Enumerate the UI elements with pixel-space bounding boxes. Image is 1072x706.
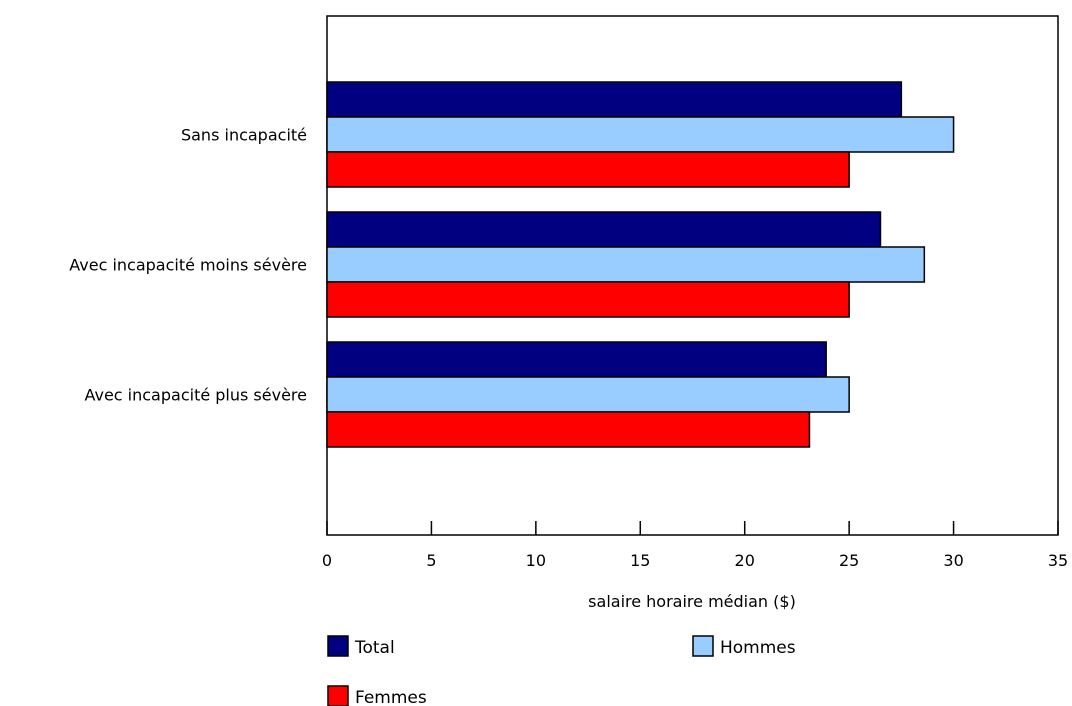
- bar-hommes-avec-incapacite-plus-severe: [326, 376, 850, 413]
- x-tick-label: 25: [839, 551, 859, 570]
- category-label: Sans incapacité: [181, 126, 307, 145]
- x-tick-label: 15: [630, 551, 650, 570]
- legend-swatch-hommes: [692, 635, 714, 657]
- category-labels: Sans incapacité Avec incapacité moins sév…: [69, 126, 307, 405]
- x-tick-label: 5: [426, 551, 436, 570]
- legend-swatch-total: [327, 635, 349, 657]
- x-tick-label: 30: [943, 551, 963, 570]
- category-label: Avec incapacité moins sévère: [69, 256, 307, 275]
- legend-label-total: Total: [354, 638, 395, 658]
- bar-hommes-sans-incapacite: [326, 116, 955, 153]
- bar-femmes-avec-incapacite-plus-severe: [326, 411, 811, 448]
- category-label: Avec incapacité plus sévère: [84, 386, 307, 405]
- bar-total-sans-incapacite: [326, 81, 903, 118]
- x-axis-title: salaire horaire médian ($): [588, 592, 796, 611]
- legend-swatch-femmes: [327, 685, 349, 706]
- bar-total-avec-incapacite-moins-severe: [326, 211, 882, 248]
- bar-hommes-avec-incapacite-moins-severe: [326, 246, 926, 283]
- bar-femmes-sans-incapacite: [326, 151, 850, 188]
- x-tick-label: 0: [322, 551, 332, 570]
- x-tick-label: 35: [1048, 551, 1068, 570]
- x-tick-label: 10: [526, 551, 546, 570]
- x-axis: 0 5 10 15 20 25 30 35: [322, 521, 1068, 570]
- legend-label-hommes: Hommes: [720, 638, 796, 658]
- bar-total-avec-incapacite-plus-severe: [326, 341, 827, 378]
- legend-label-femmes: Femmes: [355, 688, 427, 706]
- bar-femmes-avec-incapacite-moins-severe: [326, 281, 850, 318]
- legend: Total Hommes Femmes: [327, 635, 796, 706]
- x-tick-label: 20: [735, 551, 755, 570]
- bars-group: [326, 81, 955, 448]
